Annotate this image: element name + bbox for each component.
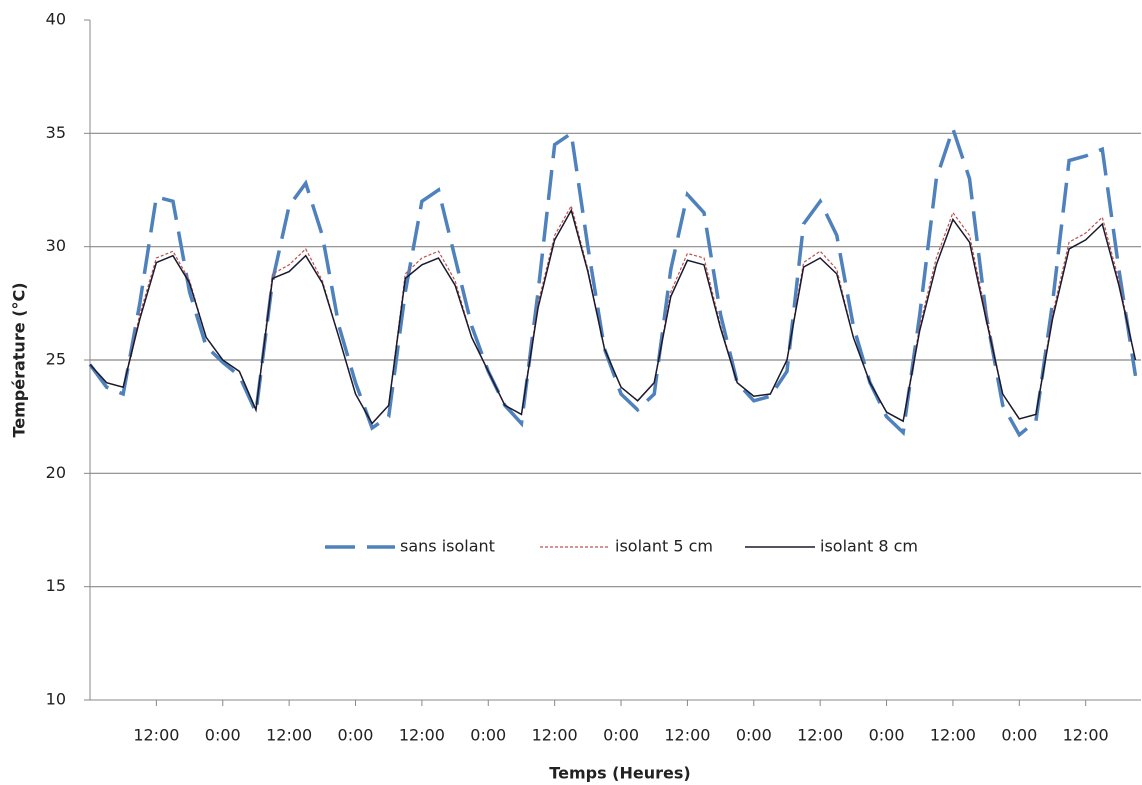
x-tick-label: 0:00 bbox=[338, 726, 374, 745]
x-tick-label: 12:00 bbox=[133, 726, 179, 745]
y-tick-label: 20 bbox=[46, 463, 66, 482]
y-tick-label: 35 bbox=[46, 123, 66, 142]
x-tick-label: 0:00 bbox=[470, 726, 506, 745]
x-tick-label: 0:00 bbox=[205, 726, 241, 745]
x-tick-label: 0:00 bbox=[869, 726, 905, 745]
x-tick-label: 0:00 bbox=[1001, 726, 1037, 745]
x-tick-label: 12:00 bbox=[266, 726, 312, 745]
legend-label: sans isolant bbox=[400, 537, 495, 556]
y-tick-label: 30 bbox=[46, 236, 66, 255]
x-tick-label: 0:00 bbox=[736, 726, 772, 745]
x-tick-label: 12:00 bbox=[664, 726, 710, 745]
x-tick-label: 12:00 bbox=[532, 726, 578, 745]
y-tick-label: 40 bbox=[46, 10, 66, 29]
x-tick-label: 12:00 bbox=[797, 726, 843, 745]
x-tick-label: 12:00 bbox=[1063, 726, 1109, 745]
y-tick-label: 10 bbox=[46, 690, 66, 709]
x-axis-title: Temps (Heures) bbox=[549, 764, 690, 783]
y-axis-title: Température (°C) bbox=[10, 282, 29, 437]
series-line bbox=[89, 208, 1137, 425]
x-tick-label: 12:00 bbox=[399, 726, 445, 745]
legend-label: isolant 8 cm bbox=[820, 537, 918, 556]
x-tick-label: 0:00 bbox=[603, 726, 639, 745]
y-tick-label: 25 bbox=[46, 350, 66, 369]
legend-label: isolant 5 cm bbox=[615, 537, 713, 556]
x-tick-label: 12:00 bbox=[930, 726, 976, 745]
y-tick-label: 15 bbox=[46, 576, 66, 595]
